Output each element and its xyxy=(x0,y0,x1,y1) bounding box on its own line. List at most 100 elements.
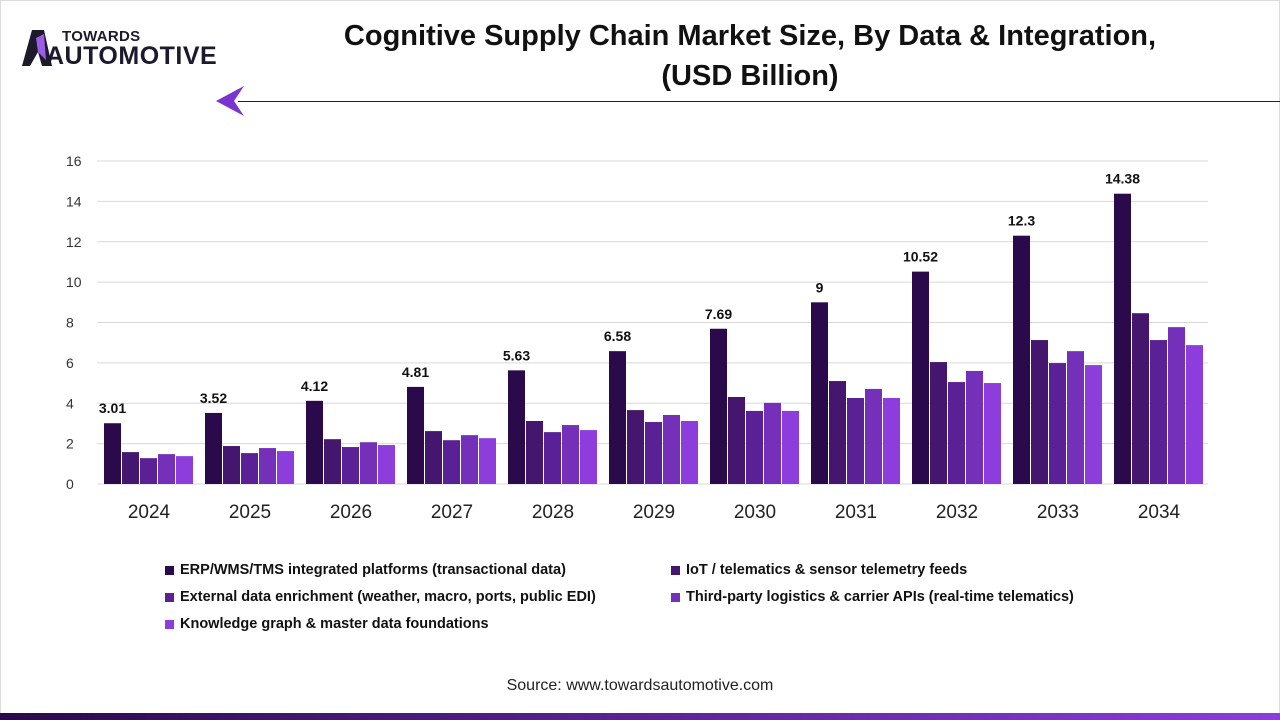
bar xyxy=(948,382,965,484)
bar xyxy=(1049,363,1066,484)
bar xyxy=(104,423,121,484)
x-tick-label: 2031 xyxy=(835,502,877,523)
bar xyxy=(223,446,240,484)
bar xyxy=(259,448,276,484)
data-label: 12.3 xyxy=(1008,213,1035,229)
bar xyxy=(746,410,763,484)
bar xyxy=(241,453,258,484)
legend-swatch xyxy=(165,619,174,629)
bar xyxy=(1132,313,1149,484)
chart-title: Cognitive Supply Chain Market Size, By D… xyxy=(300,16,1200,96)
x-tick-label: 2029 xyxy=(633,502,675,523)
x-tick-label: 2030 xyxy=(734,502,776,523)
y-tick-label: 14 xyxy=(66,193,82,209)
logo-text-top: TOWARDS xyxy=(62,28,141,45)
logo-text-bottom: AUTOMOTIVE xyxy=(46,42,218,70)
bar xyxy=(205,412,222,484)
x-tick-label: 2024 xyxy=(128,502,171,523)
legend-swatch xyxy=(671,565,680,575)
source-text: Source: www.towardsautomotive.com xyxy=(506,677,774,694)
y-tick-label: 16 xyxy=(66,153,82,169)
data-label: 14.38 xyxy=(1105,171,1140,187)
arrow-left-icon xyxy=(216,86,244,116)
bar xyxy=(609,351,626,484)
y-tick-label: 2 xyxy=(66,436,74,452)
bar xyxy=(1013,235,1030,484)
y-tick-label: 0 xyxy=(66,476,74,492)
legend-item: ERP/WMS/TMS integrated platforms (transa… xyxy=(165,562,566,578)
legend-label: ERP/WMS/TMS integrated platforms (transa… xyxy=(180,562,566,578)
bar xyxy=(984,383,1001,484)
bar xyxy=(176,456,193,484)
y-tick-label: 12 xyxy=(66,234,82,250)
bar xyxy=(966,370,983,484)
bar xyxy=(811,302,828,484)
bar xyxy=(342,447,359,484)
bar xyxy=(930,362,947,484)
title-line-2: (USD Billion) xyxy=(661,60,839,92)
bar xyxy=(912,271,929,484)
data-label: 4.81 xyxy=(402,364,429,380)
x-tick-label: 2034 xyxy=(1138,502,1181,523)
bar xyxy=(1150,340,1167,484)
y-tick-label: 4 xyxy=(66,395,74,411)
bar xyxy=(562,425,579,484)
bar xyxy=(544,432,561,484)
legend-label: IoT / telematics & sensor telemetry feed… xyxy=(686,562,968,578)
legend-item: Knowledge graph & master data foundation… xyxy=(165,616,489,632)
bar xyxy=(1085,365,1102,484)
bar xyxy=(782,410,799,484)
legend-item: IoT / telematics & sensor telemetry feed… xyxy=(671,562,967,578)
legend-swatch xyxy=(671,592,680,602)
x-tick-label: 2025 xyxy=(229,502,271,523)
bar xyxy=(461,435,478,484)
x-tick-label: 2027 xyxy=(431,502,473,523)
bar xyxy=(710,328,727,484)
x-tick-label: 2028 xyxy=(532,502,574,523)
bar xyxy=(306,400,323,484)
bar xyxy=(1114,193,1131,485)
bar xyxy=(728,396,745,484)
legend-swatch xyxy=(165,565,174,575)
bar xyxy=(122,452,139,484)
bar-chart: 0 2 4 6 8 10 12 14 16 3.01 2024 3.52 2025 4.12 2026 4.8… xyxy=(66,153,1208,523)
x-tick-label: 2026 xyxy=(330,502,372,523)
legend-item: Third-party logistics & carrier APIs (re… xyxy=(671,589,1074,605)
y-tick-label: 10 xyxy=(66,274,82,290)
bar xyxy=(663,414,680,484)
bar xyxy=(360,442,377,484)
bar xyxy=(1031,340,1048,484)
bar xyxy=(425,431,442,484)
legend-label: External data enrichment (weather, macro… xyxy=(180,589,596,605)
title-line-1: Cognitive Supply Chain Market Size, By D… xyxy=(343,20,1157,52)
title-rule xyxy=(238,101,1280,102)
data-label: 5.63 xyxy=(503,347,530,363)
bar xyxy=(140,458,157,484)
logo-mark-icon xyxy=(22,30,52,66)
data-label: 3.01 xyxy=(99,400,126,416)
bar xyxy=(1186,345,1203,484)
bar xyxy=(526,421,543,484)
bar xyxy=(479,438,496,484)
bar xyxy=(764,402,781,484)
bar xyxy=(324,439,341,484)
data-label: 4.12 xyxy=(301,378,328,394)
bar xyxy=(865,388,882,484)
bar xyxy=(829,381,846,484)
x-tick-label: 2033 xyxy=(1037,502,1079,523)
legend-swatch xyxy=(165,592,174,602)
bar xyxy=(1067,351,1084,484)
data-label: 9 xyxy=(816,279,824,295)
legend-label: Knowledge graph & master data foundation… xyxy=(180,616,489,632)
data-label: 7.69 xyxy=(705,306,732,322)
bar xyxy=(883,398,900,484)
bar xyxy=(580,430,597,484)
data-label: 6.58 xyxy=(604,328,631,344)
bar xyxy=(407,386,424,484)
legend-item: External data enrichment (weather, macro… xyxy=(165,589,596,605)
data-label: 10.52 xyxy=(903,249,938,265)
footer-bar xyxy=(0,713,1280,720)
bar xyxy=(443,440,460,484)
bar xyxy=(681,421,698,484)
bar xyxy=(508,370,525,484)
